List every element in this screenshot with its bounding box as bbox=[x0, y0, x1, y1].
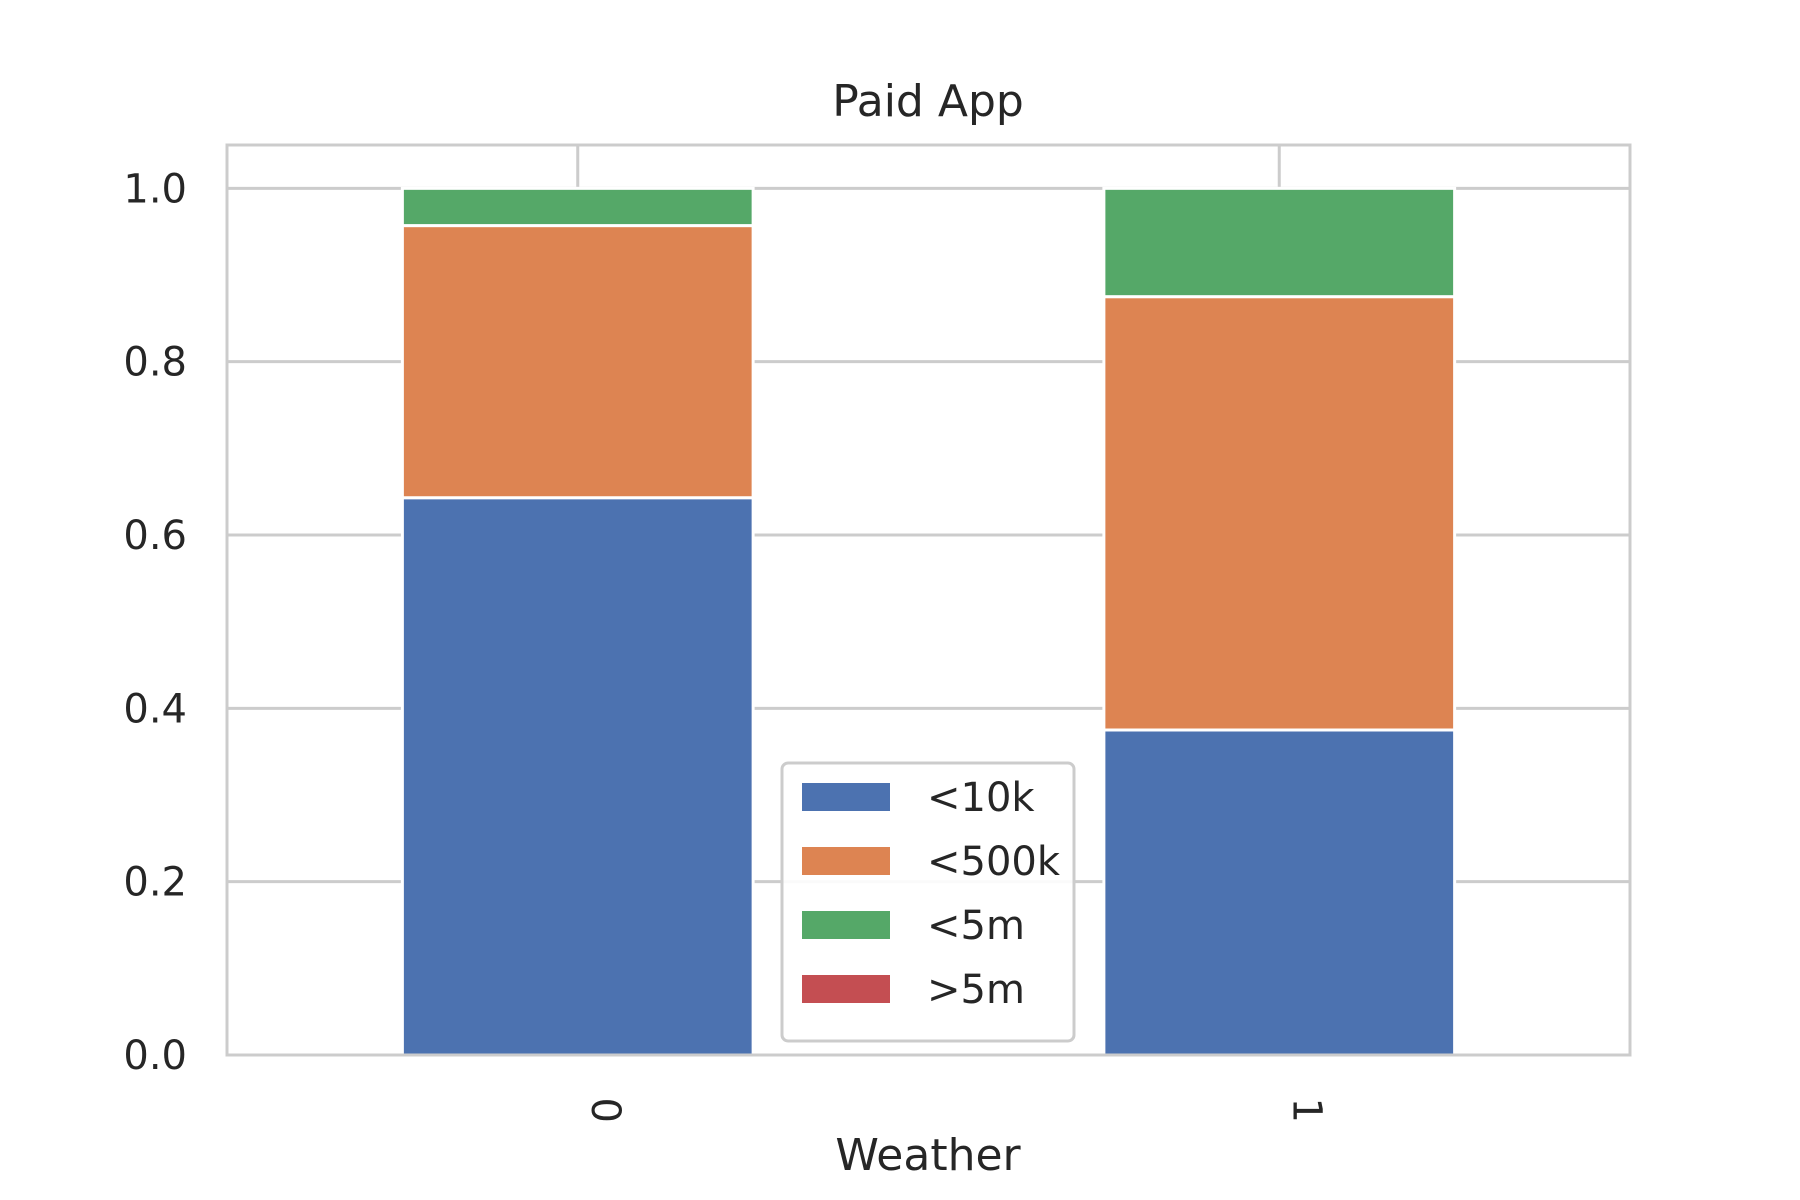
legend-box bbox=[780, 761, 1076, 1043]
x-axis-label: Weather bbox=[835, 1130, 1021, 1181]
legend-swatch bbox=[802, 847, 890, 875]
chart-title: Paid App bbox=[832, 76, 1024, 127]
legend-swatch bbox=[802, 975, 890, 1003]
y-tick-label: 0.4 bbox=[123, 686, 187, 732]
bars bbox=[400, 186, 1457, 1057]
bar-segment bbox=[400, 224, 755, 500]
bar-segment bbox=[400, 186, 755, 228]
bar-segment bbox=[1102, 728, 1457, 1057]
legend-swatch bbox=[802, 783, 890, 811]
x-tick-label: 1 bbox=[1283, 1098, 1329, 1123]
legend-label: <10k bbox=[927, 775, 1035, 821]
legend-label: >5m bbox=[927, 967, 1025, 1013]
legend-swatch bbox=[802, 911, 890, 939]
plot-frame bbox=[225, 143, 1632, 1057]
y-axis-ticks: 0.0 0.2 0.4 0.6 0.8 1.0 bbox=[123, 166, 187, 1079]
bar-segment bbox=[1102, 295, 1457, 732]
legend: <10k <500k <5m >5m bbox=[780, 761, 1076, 1043]
y-tick-label: 0.2 bbox=[123, 860, 187, 906]
legend-label: <500k bbox=[927, 839, 1061, 885]
legend-label: <5m bbox=[927, 903, 1025, 949]
x-tick-label: 0 bbox=[582, 1098, 628, 1123]
y-tick-label: 0.8 bbox=[123, 340, 187, 386]
y-tick-label: 1.0 bbox=[123, 166, 187, 212]
bar-segment bbox=[400, 496, 755, 1057]
bar-segment bbox=[1102, 186, 1457, 299]
y-tick-label: 0.6 bbox=[123, 513, 187, 559]
y-tick-label: 0.0 bbox=[123, 1033, 187, 1079]
